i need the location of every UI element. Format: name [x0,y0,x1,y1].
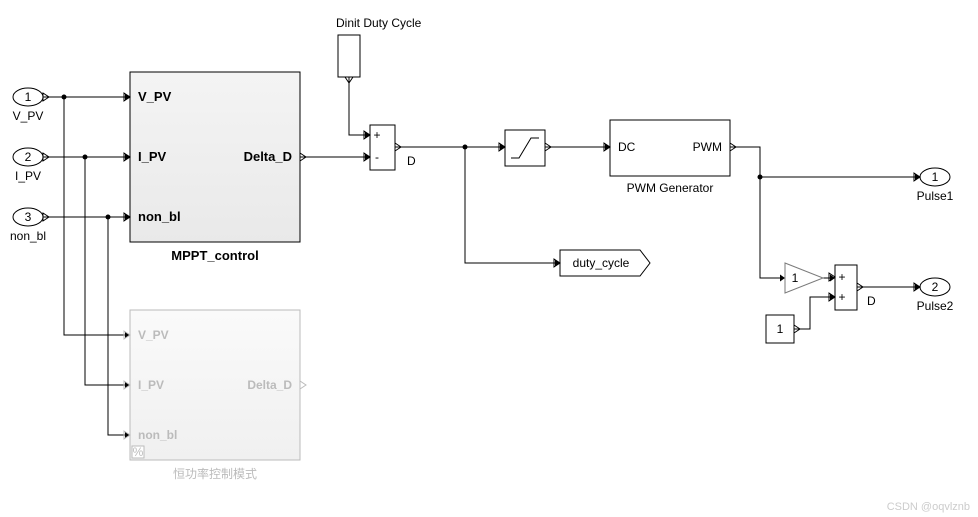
svg-text:-: - [375,150,379,164]
svg-text:1: 1 [792,271,799,285]
svg-text:+: + [838,290,845,304]
svg-text:1: 1 [777,322,784,336]
svg-text:D: D [407,154,416,168]
svg-text:%: % [133,445,144,459]
svg-text:PWM: PWM [693,140,722,154]
svg-text:non_bl: non_bl [10,229,46,243]
svg-text:PWM Generator: PWM Generator [627,181,714,195]
svg-text:I_PV: I_PV [138,149,167,164]
svg-text:+: + [838,270,845,284]
svg-text:non_bl: non_bl [138,428,177,442]
svg-text:Delta_D: Delta_D [247,378,292,392]
svg-text:I_PV: I_PV [138,378,164,392]
svg-text:D: D [867,294,876,308]
svg-text:1: 1 [932,170,939,184]
dinit-duty-cycle-block[interactable] [338,35,360,77]
svg-text:V_PV: V_PV [13,109,44,123]
svg-text:+: + [373,128,380,142]
svg-text:non_bl: non_bl [138,209,181,224]
watermark: CSDN @oqvlznb [887,501,970,513]
svg-text:duty_cycle: duty_cycle [573,256,630,270]
svg-text:I_PV: I_PV [15,169,41,183]
diagram-canvas: 1V_PV2I_PV3non_bl1Pulse12Pulse2V_PVI_PVn… [0,0,978,517]
svg-text:DC: DC [618,140,636,154]
svg-text:3: 3 [25,210,32,224]
svg-text:V_PV: V_PV [138,328,169,342]
svg-text:2: 2 [25,150,32,164]
svg-text:Pulse1: Pulse1 [917,189,954,203]
svg-text:V_PV: V_PV [138,89,172,104]
svg-text:MPPT_control: MPPT_control [171,248,258,263]
svg-text:1: 1 [25,90,32,104]
svg-text:Pulse2: Pulse2 [917,299,954,313]
svg-text:2: 2 [932,280,939,294]
svg-text:Delta_D: Delta_D [244,149,292,164]
svg-text:Dinit Duty Cycle: Dinit Duty Cycle [336,16,422,30]
svg-text:恒功率控制模式: 恒功率控制模式 [173,466,257,481]
